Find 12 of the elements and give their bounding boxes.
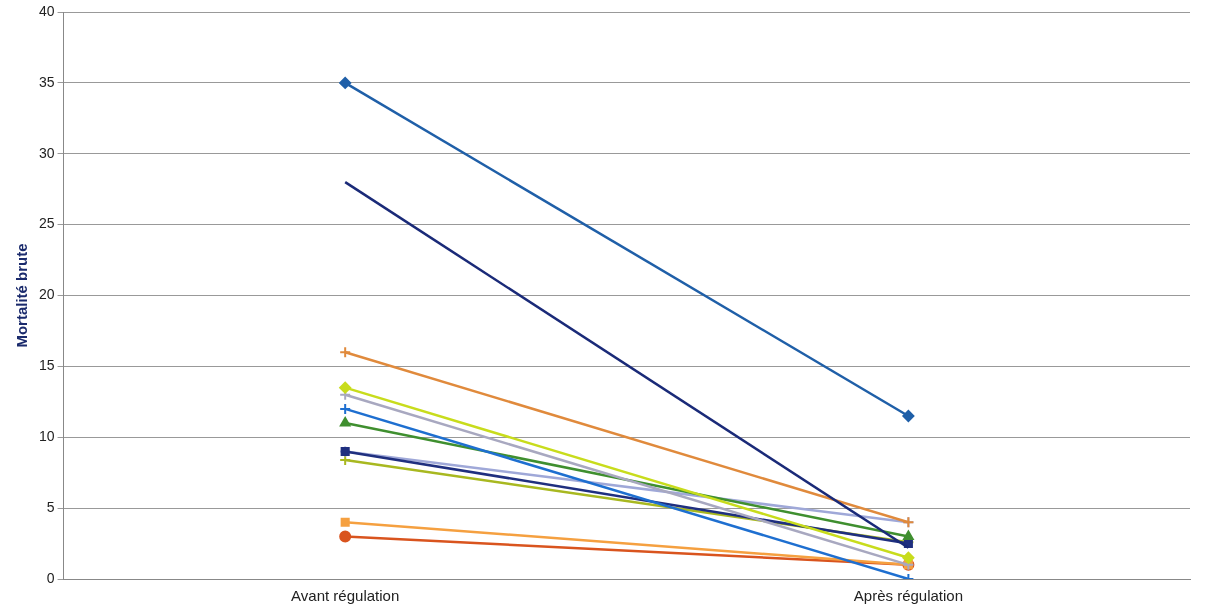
y-tick-label: 10 bbox=[38, 428, 55, 445]
y-tick-label: 15 bbox=[38, 357, 55, 374]
y-tick-label: 40 bbox=[38, 2, 55, 19]
y-tick-label: 35 bbox=[38, 73, 55, 90]
y-tick-label: 0 bbox=[46, 569, 55, 586]
y-axis-title: Mortalité brute bbox=[13, 243, 31, 348]
x-tick-label: Avant régulation bbox=[291, 587, 400, 605]
y-tick-label: 5 bbox=[46, 498, 55, 515]
y-tick-label: 30 bbox=[38, 144, 55, 161]
y-tick-label: 25 bbox=[38, 215, 55, 232]
x-tick-label: Après régulation bbox=[853, 587, 964, 605]
y-tick-label: 20 bbox=[38, 286, 55, 303]
